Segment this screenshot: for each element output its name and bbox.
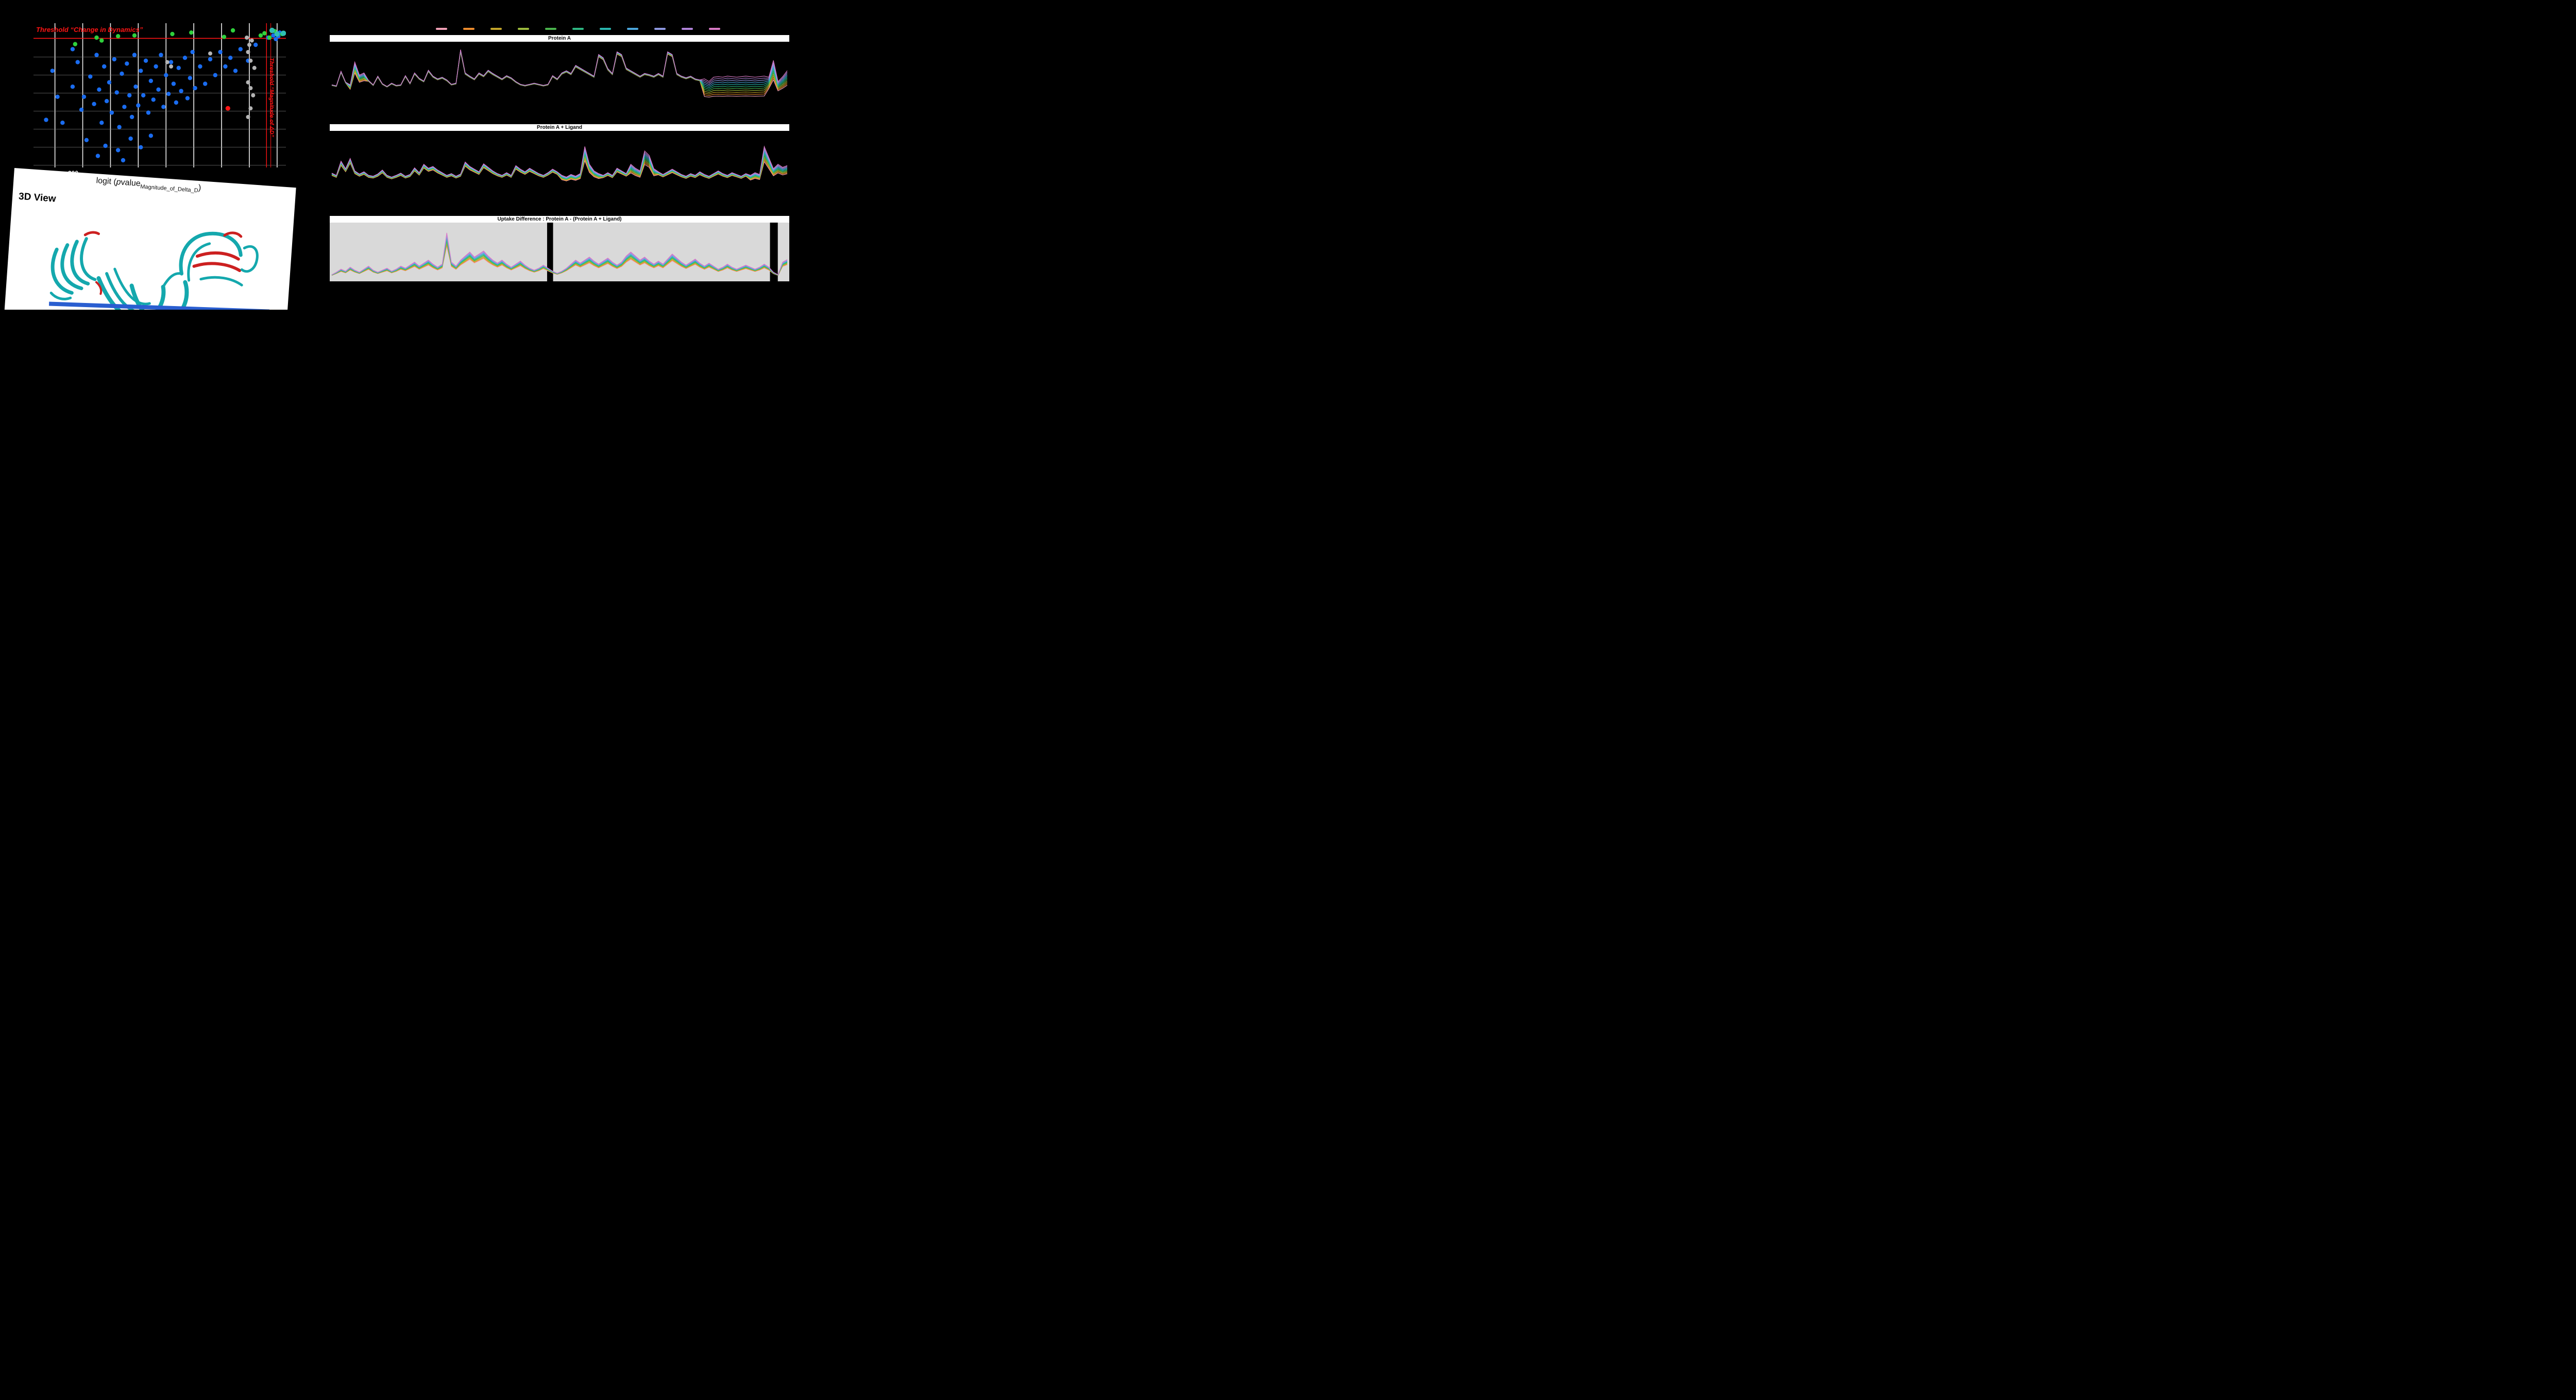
- uptake-chart-protein-a[interactable]: [330, 42, 789, 123]
- panel-title-protein-a: Protein A: [330, 35, 789, 42]
- legend-swatch[interactable]: [545, 28, 556, 30]
- axis-label-suffix: ): [198, 183, 201, 193]
- threshold-dynamics-label: Threshold “Change in Dynamics”: [36, 26, 143, 33]
- legend-swatch[interactable]: [436, 28, 447, 30]
- axis-label-prefix: logit (: [96, 176, 117, 187]
- panel-title-protein-a-ligand: Protein A + Ligand: [330, 124, 789, 131]
- legend-swatch[interactable]: [572, 28, 584, 30]
- legend-swatch[interactable]: [518, 28, 529, 30]
- protein-structure[interactable]: [18, 201, 284, 310]
- legend-swatch[interactable]: [463, 28, 474, 30]
- axis-label-value: value: [120, 178, 141, 189]
- panel-title-text: Uptake Difference : Protein A - (Protein…: [497, 216, 622, 222]
- volcano-plot[interactable]: [33, 23, 286, 167]
- legend-swatch[interactable]: [654, 28, 666, 30]
- 3d-view-panel[interactable]: logit (pvalueMagnitude_of_Delta_D) 3D Vi…: [3, 168, 296, 310]
- legend-swatch[interactable]: [490, 28, 502, 30]
- panel-title-uptake-difference: Uptake Difference : Protein A - (Protein…: [330, 216, 789, 223]
- panel-title-text: Protein A + Ligand: [537, 125, 582, 130]
- app-canvas: Threshold “Change in Dynamics” Threshold…: [0, 0, 808, 310]
- uptake-difference-chart[interactable]: [330, 223, 789, 281]
- volcano-x-axis-label: logit (pvalueMagnitude_of_Delta_D): [96, 176, 201, 194]
- legend-swatch[interactable]: [627, 28, 638, 30]
- threshold-magnitude-label: Threshold “Magnitude of ΔD”: [268, 58, 275, 138]
- timepoint-legend: [436, 28, 735, 30]
- panel-title-text: Protein A: [548, 36, 571, 41]
- axis-label-subscript: Magnitude_of_Delta_D: [140, 183, 199, 194]
- legend-swatch[interactable]: [600, 28, 611, 30]
- legend-swatch[interactable]: [709, 28, 720, 30]
- uptake-chart-protein-a-ligand[interactable]: [330, 131, 789, 212]
- volcano-scatter-svg[interactable]: [33, 23, 286, 167]
- x-axis-tick-label: -200: [66, 170, 79, 177]
- legend-swatch[interactable]: [682, 28, 693, 30]
